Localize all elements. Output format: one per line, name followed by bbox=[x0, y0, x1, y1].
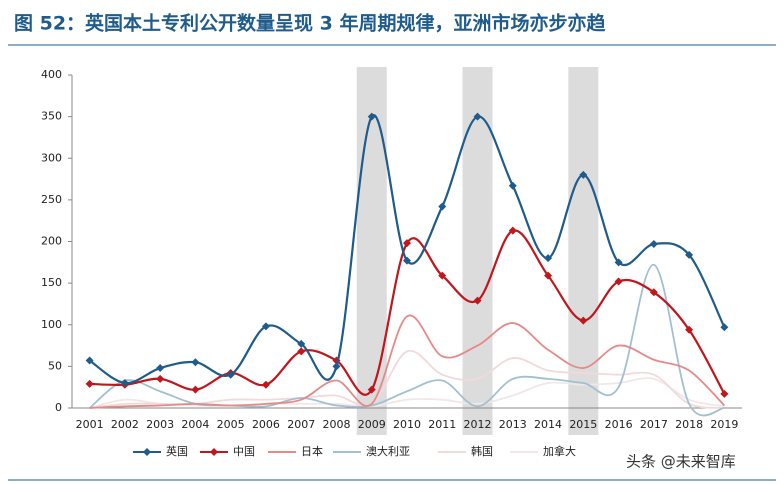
point bbox=[191, 385, 200, 394]
x-tick-label: 2003 bbox=[146, 418, 174, 431]
legend-label: 韩国 bbox=[471, 444, 493, 458]
series-line bbox=[88, 114, 726, 385]
point bbox=[367, 385, 376, 394]
point bbox=[508, 181, 517, 190]
legend-label: 加拿大 bbox=[543, 444, 576, 458]
x-tick-label: 2008 bbox=[322, 418, 350, 431]
series-line bbox=[89, 229, 726, 396]
point bbox=[685, 325, 694, 334]
y-tick-label: 400 bbox=[41, 68, 62, 81]
x-tick-label: 2011 bbox=[428, 418, 456, 431]
legend-label: 澳大利亚 bbox=[366, 444, 410, 458]
point bbox=[614, 277, 623, 286]
point bbox=[473, 296, 482, 305]
x-tick-label: 2019 bbox=[710, 418, 738, 431]
x-tick-label: 2016 bbox=[605, 418, 633, 431]
point bbox=[438, 271, 447, 280]
legend-label: 日本 bbox=[301, 444, 323, 458]
point bbox=[579, 170, 588, 179]
point bbox=[649, 239, 658, 248]
y-tick-label: 200 bbox=[41, 235, 62, 248]
point bbox=[579, 316, 588, 325]
legend-label: 英国 bbox=[166, 444, 188, 458]
x-tick-label: 2001 bbox=[76, 418, 104, 431]
highlight-band bbox=[356, 67, 387, 435]
legend-marker bbox=[143, 448, 151, 456]
x-tick-label: 2013 bbox=[499, 418, 527, 431]
chart-title: 图 52：英国本土专利公开数量呈现 3 年周期规律，亚洲市场亦步亦趋 bbox=[14, 12, 607, 35]
point bbox=[649, 288, 658, 297]
point bbox=[473, 112, 482, 121]
x-tick-label: 2002 bbox=[111, 418, 139, 431]
x-tick-label: 2009 bbox=[358, 418, 386, 431]
y-tick-label: 300 bbox=[41, 151, 62, 164]
series-line bbox=[89, 263, 725, 417]
y-tick-label: 50 bbox=[48, 359, 62, 372]
x-tick-label: 2007 bbox=[287, 418, 315, 431]
y-tick-label: 0 bbox=[55, 401, 62, 414]
point bbox=[332, 362, 341, 371]
highlight-band bbox=[568, 67, 599, 435]
point bbox=[85, 356, 94, 365]
point bbox=[720, 389, 729, 398]
point bbox=[297, 347, 306, 356]
point bbox=[367, 112, 376, 121]
x-tick-label: 2010 bbox=[393, 418, 421, 431]
point bbox=[297, 339, 306, 348]
point bbox=[544, 271, 553, 280]
series-line bbox=[89, 314, 726, 409]
x-tick-label: 2004 bbox=[181, 418, 209, 431]
point bbox=[156, 364, 165, 373]
point bbox=[120, 379, 129, 388]
y-tick-label: 250 bbox=[41, 193, 62, 206]
x-tick-label: 2017 bbox=[640, 418, 668, 431]
point bbox=[191, 358, 200, 367]
y-tick-label: 150 bbox=[41, 276, 62, 289]
point bbox=[508, 226, 517, 235]
x-tick-label: 2005 bbox=[217, 418, 245, 431]
point bbox=[438, 202, 447, 211]
point bbox=[261, 380, 270, 389]
point bbox=[403, 256, 411, 265]
x-tick-label: 2014 bbox=[534, 418, 562, 431]
point bbox=[261, 322, 270, 331]
y-tick-label: 100 bbox=[41, 318, 62, 331]
point bbox=[685, 250, 694, 259]
point bbox=[156, 374, 165, 383]
point bbox=[720, 323, 729, 332]
point bbox=[403, 239, 411, 248]
x-tick-label: 2015 bbox=[569, 418, 597, 431]
legend-label: 中国 bbox=[233, 445, 255, 458]
watermark: 头条 @未来智库 bbox=[626, 453, 736, 471]
series-line bbox=[89, 377, 725, 409]
point bbox=[226, 370, 235, 379]
point bbox=[614, 258, 623, 267]
point bbox=[544, 254, 553, 263]
y-tick-label: 350 bbox=[41, 110, 62, 123]
point bbox=[85, 379, 94, 388]
x-tick-label: 2012 bbox=[464, 418, 492, 431]
legend-marker bbox=[210, 448, 218, 456]
x-tick-label: 2006 bbox=[252, 418, 280, 431]
x-tick-label: 2018 bbox=[675, 418, 703, 431]
